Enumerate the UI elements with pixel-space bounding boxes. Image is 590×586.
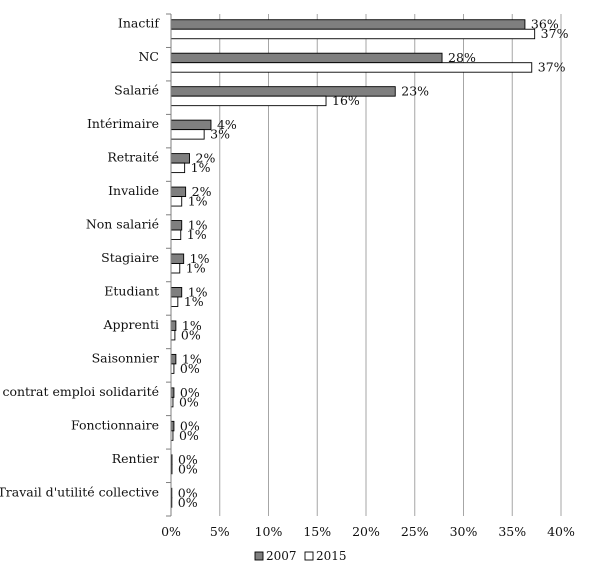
data-label-2007-etudiant: 1% (188, 284, 208, 299)
x-tick-label: 0% (161, 524, 181, 539)
bar-2007-inactif (170, 19, 526, 30)
x-tick-label: 40% (547, 524, 575, 539)
data-label-2015-inactif: 37% (541, 26, 569, 41)
legend-swatch-2007 (254, 551, 264, 561)
data-label-2015-travail-d-utilite-collective: 0% (178, 495, 198, 510)
bar-2015-non-salarie (170, 229, 182, 240)
category-label-nc: NC (138, 49, 159, 64)
data-label-2015-stagiaire: 1% (186, 261, 206, 276)
bar-2015-stagiaire (170, 263, 181, 274)
data-label-2007-retraite: 2% (196, 151, 216, 166)
data-label-2015-retraite: 1% (191, 160, 211, 175)
bar-2007-stagiaire (170, 253, 185, 264)
bar-2007-nc (170, 52, 443, 64)
bar-2007-retraite (170, 153, 190, 164)
category-label-inactif: Inactif (118, 16, 160, 31)
data-label-2007-apprenti: 1% (182, 318, 202, 333)
data-label-2007-fonctionnaire: 0% (180, 418, 200, 433)
bars (170, 19, 536, 508)
data-label-2015-etudiant: 1% (184, 294, 204, 309)
bar-2015-salarie (170, 95, 327, 107)
data-label-2015-fonctionnaire: 0% (179, 428, 199, 443)
data-label-2007-invalide: 2% (192, 184, 212, 199)
category-label-travail-d-utilite-collective: Travail d'utilité collective (0, 484, 159, 499)
x-tick-label: 25% (401, 524, 429, 539)
bar-2015-interimaire (170, 129, 205, 140)
legend-label-2015: 2015 (316, 549, 347, 563)
bar-2007-etudiant (170, 287, 183, 298)
category-label-interimaire: Intérimaire (87, 116, 159, 131)
data-label-2007-non-salarie: 1% (188, 218, 208, 233)
data-label-2015-interimaire: 3% (210, 127, 230, 142)
x-tick-label: 35% (498, 524, 526, 539)
category-label-retraite: Retraité (107, 150, 159, 165)
bar-2007-invalide (170, 186, 187, 198)
category-label-fonctionnaire: Fonctionnaire (71, 417, 159, 432)
data-label-2015-nc: 37% (538, 60, 566, 75)
data-label-2015-non-salarie: 1% (187, 227, 207, 242)
x-tick-label: 15% (303, 524, 331, 539)
data-label-2007-salarie: 23% (401, 84, 429, 99)
bar-2015-etudiant (170, 296, 179, 307)
data-label-2015-salarie: 16% (332, 93, 360, 108)
category-label-salarie: Salarié (114, 83, 159, 98)
data-label-2015-rentier: 0% (178, 461, 198, 476)
data-label-2007-contrat-emploi-solidarite: 0% (180, 385, 200, 400)
bar-2015-invalide (170, 196, 183, 207)
data-label-2007-nc: 28% (448, 50, 476, 65)
bar-2007-apprenti (170, 320, 177, 331)
axes: 0% 5% 10% 15% 20% 25% 30% 35% 40% Inactif NC Salari… (0, 13, 575, 539)
data-label-2007-saisonnier: 1% (182, 351, 202, 366)
bar-2007-saisonnier (170, 353, 177, 365)
x-tick-label: 20% (352, 524, 380, 539)
bar-2015-inactif (170, 28, 536, 40)
legend-swatch-2015 (304, 551, 314, 561)
data-label-2007-interimaire: 4% (217, 117, 237, 132)
data-label-2007-rentier: 0% (178, 452, 198, 467)
bar-2007-salarie (170, 86, 396, 97)
legend-label-2007: 2007 (266, 549, 297, 563)
data-label-2007-travail-d-utilite-collective: 0% (178, 485, 198, 500)
x-tick-label: 5% (210, 524, 230, 539)
category-label-apprenti: Apprenti (103, 317, 159, 332)
data-labels: 36%37%28%37%23%16%4%3%2%1%2%1%1%1%1%1%1%… (178, 17, 569, 510)
data-label-2007-stagiaire: 1% (190, 251, 210, 266)
legend: 2007 2015 (254, 549, 347, 563)
data-label-2007-inactif: 36% (531, 17, 559, 32)
data-label-2015-invalide: 1% (188, 194, 208, 209)
category-label-rentier: Rentier (112, 451, 159, 466)
category-label-saisonnier: Saisonnier (92, 350, 159, 365)
bar-2015-nc (170, 62, 533, 73)
x-tick-label: 30% (450, 524, 478, 539)
x-tick-label: 10% (255, 524, 283, 539)
data-label-2015-saisonnier: 0% (180, 361, 200, 376)
category-label-etudiant: Etudiant (104, 283, 159, 298)
category-label-non-salarie: Non salarié (86, 217, 159, 232)
bar-2007-non-salarie (170, 220, 183, 231)
bar-2007-interimaire (170, 119, 212, 131)
data-label-2015-apprenti: 0% (181, 327, 201, 342)
bar-2015-apprenti (170, 329, 176, 341)
data-label-2015-contrat-emploi-solidarite: 0% (179, 394, 199, 409)
category-label-invalide: Invalide (108, 183, 159, 198)
category-label-stagiaire: Stagiaire (101, 250, 159, 265)
category-label-contrat-emploi-solidarite: contrat emploi solidarité (2, 384, 159, 399)
bar-2015-retraite (170, 162, 186, 174)
